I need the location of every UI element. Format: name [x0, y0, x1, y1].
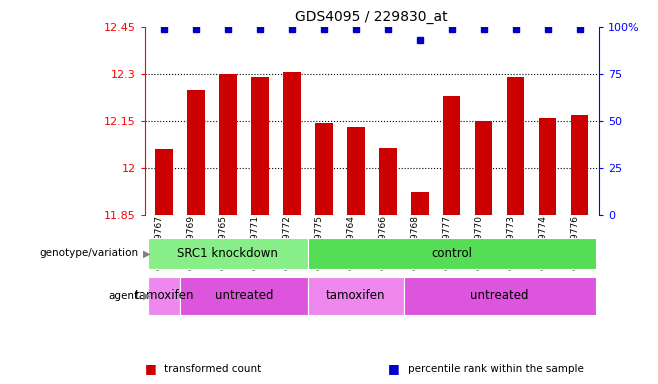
- Text: GSM709770: GSM709770: [474, 215, 484, 270]
- Text: GSM709769: GSM709769: [187, 215, 196, 270]
- Bar: [539, 118, 557, 215]
- Text: GSM709765: GSM709765: [219, 215, 228, 270]
- Text: genotype/variation: genotype/variation: [39, 248, 138, 258]
- Text: GSM709776: GSM709776: [570, 215, 580, 270]
- Bar: [308, 238, 595, 269]
- Title: GDS4095 / 229830_at: GDS4095 / 229830_at: [295, 10, 448, 25]
- Text: tamoxifen: tamoxifen: [134, 289, 193, 302]
- Text: GSM709766: GSM709766: [379, 215, 388, 270]
- Bar: [283, 72, 301, 215]
- Text: GSM709774: GSM709774: [539, 215, 547, 270]
- Bar: [347, 127, 365, 215]
- Bar: [570, 115, 588, 215]
- Bar: [155, 149, 173, 215]
- Text: GSM709767: GSM709767: [155, 215, 164, 270]
- Text: GSM709772: GSM709772: [283, 215, 292, 270]
- Text: ▶: ▶: [143, 248, 151, 258]
- Text: GSM709775: GSM709775: [315, 215, 324, 270]
- Text: untreated: untreated: [215, 289, 273, 302]
- Bar: [404, 276, 595, 315]
- Bar: [251, 77, 268, 215]
- Bar: [379, 147, 397, 215]
- Text: untreated: untreated: [470, 289, 529, 302]
- Text: GSM709771: GSM709771: [251, 215, 260, 270]
- Text: GSM709773: GSM709773: [507, 215, 516, 270]
- Text: percentile rank within the sample: percentile rank within the sample: [408, 364, 584, 374]
- Bar: [507, 77, 524, 215]
- Bar: [475, 121, 492, 215]
- Text: control: control: [431, 247, 472, 260]
- Bar: [180, 276, 308, 315]
- Text: SRC1 knockdown: SRC1 knockdown: [178, 247, 278, 260]
- Text: ■: ■: [145, 362, 157, 375]
- Text: GSM709777: GSM709777: [443, 215, 451, 270]
- Bar: [443, 96, 461, 215]
- Bar: [411, 192, 428, 215]
- Bar: [148, 238, 308, 269]
- Text: ▶: ▶: [143, 291, 151, 301]
- Bar: [187, 89, 205, 215]
- Text: agent: agent: [108, 291, 138, 301]
- Bar: [148, 276, 180, 315]
- Bar: [308, 276, 404, 315]
- Text: GSM709768: GSM709768: [411, 215, 420, 270]
- Text: ■: ■: [388, 362, 400, 375]
- Text: tamoxifen: tamoxifen: [326, 289, 386, 302]
- Bar: [219, 74, 237, 215]
- Text: transformed count: transformed count: [164, 364, 262, 374]
- Text: GSM709764: GSM709764: [347, 215, 356, 270]
- Bar: [315, 122, 332, 215]
